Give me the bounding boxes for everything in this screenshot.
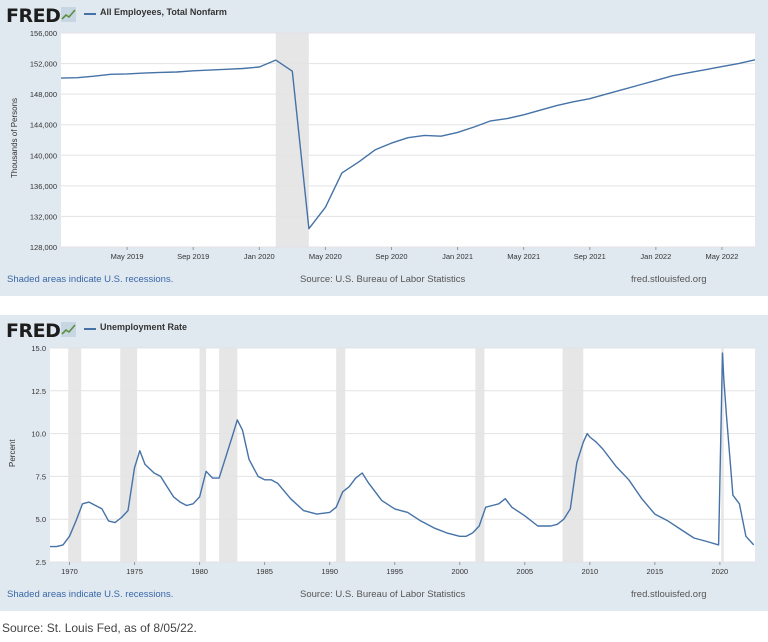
y-tick-label: 15.0 (31, 344, 46, 353)
x-tick-label: Jan 2021 (442, 252, 473, 261)
fred-chart-icon (61, 322, 76, 337)
y-tick-label: 152,000 (30, 60, 57, 69)
x-tick-label: Jan 2022 (640, 252, 671, 261)
legend-swatch (84, 13, 96, 15)
x-tick-label: May 2022 (705, 252, 738, 261)
y-tick-label: 156,000 (30, 29, 57, 38)
recession-band (336, 348, 346, 562)
recession-band (562, 348, 584, 562)
x-tick-label: May 2020 (309, 252, 342, 261)
x-tick-label: 1975 (126, 567, 143, 576)
y-tick-label: 144,000 (30, 121, 57, 130)
y-tick-label: 136,000 (30, 182, 57, 191)
series-line (50, 352, 755, 548)
chart-panel-unemployment: FRED Unemployment Rate Percent 2.5 5.0 7.5… (0, 315, 768, 611)
x-tick-label: May 2019 (111, 252, 144, 261)
fred-chart-icon (61, 7, 76, 22)
x-tick-label: 2010 (581, 567, 598, 576)
footer-source: Source: St. Louis Fed, as of 8/05/22. (2, 621, 197, 635)
recession-band (219, 348, 238, 562)
x-tick-label: Sep 2019 (177, 252, 209, 261)
x-tick-label: May 2021 (507, 252, 540, 261)
chart-title: All Employees, Total Nonfarm (100, 7, 227, 17)
chart-title: Unemployment Rate (100, 322, 188, 332)
y-tick-label: 140,000 (30, 151, 57, 160)
plot-area (50, 348, 755, 562)
y-tick-label: 10.0 (31, 430, 46, 439)
recession-band (199, 348, 207, 562)
x-tick-label: 1980 (191, 567, 208, 576)
x-tick-label: 2015 (646, 567, 663, 576)
recession-band (68, 348, 82, 562)
x-tick-label: 2020 (712, 567, 729, 576)
x-tick-label: Sep 2020 (375, 252, 407, 261)
y-tick-label: 132,000 (30, 212, 57, 221)
x-tick-label: Jan 2020 (244, 252, 275, 261)
legend-swatch (84, 328, 96, 330)
unemployment-chart: 2.5 5.0 7.5 10.0 12.5 15.0 1970 1975 1980 1985 199… (31, 344, 755, 576)
series-line (60, 59, 756, 230)
source-label: Source: U.S. Bureau of Labor Statistics (300, 274, 466, 285)
recession-band (120, 348, 138, 562)
plot-area (61, 33, 755, 247)
recession-band (275, 33, 309, 247)
y-tick-label: 12.5 (31, 387, 46, 396)
recession-band (475, 348, 485, 562)
x-tick-label: 2005 (516, 567, 533, 576)
y-tick-label: 148,000 (30, 90, 57, 99)
recession-band (721, 348, 724, 562)
x-tick-label: 1990 (321, 567, 338, 576)
x-tick-label: 2000 (451, 567, 468, 576)
recession-note: Shaded areas indicate U.S. recessions. (7, 589, 174, 600)
recession-note: Shaded areas indicate U.S. recessions. (7, 274, 174, 285)
site-label: fred.stlouisfed.org (631, 589, 707, 600)
y-tick-label: 5.0 (36, 515, 46, 524)
site-label: fred.stlouisfed.org (631, 274, 707, 285)
fred-logo: FRED (6, 5, 61, 27)
x-tick-label: 1985 (256, 567, 273, 576)
x-tick-label: 1970 (61, 567, 78, 576)
employees-chart: 128,000 132,000 136,000 140,000 144,000 148,0… (30, 29, 756, 261)
y-tick-label: 7.5 (36, 472, 46, 481)
x-tick-label: 1995 (386, 567, 403, 576)
y-tick-label: 2.5 (36, 558, 46, 567)
chart-panel-employees: FRED All Employees, Total Nonfarm Thousa… (0, 0, 768, 296)
y-tick-label: 128,000 (30, 243, 57, 252)
x-tick-label: Sep 2021 (574, 252, 606, 261)
source-label: Source: U.S. Bureau of Labor Statistics (300, 589, 466, 600)
fred-logo: FRED (6, 320, 61, 342)
